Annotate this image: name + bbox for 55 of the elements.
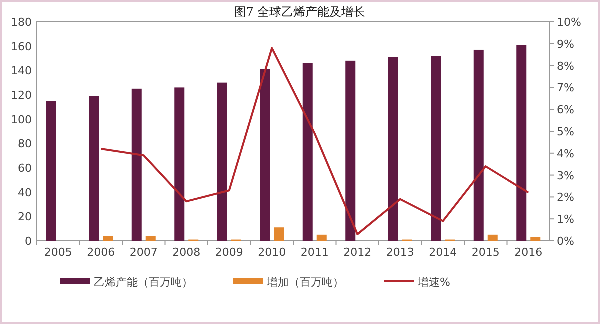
y2-tick-label: 5% — [557, 126, 574, 138]
legend-label: 增加（百万吨） — [266, 276, 344, 289]
y2-tick-label: 4% — [557, 147, 574, 160]
bar — [174, 88, 185, 241]
y2-tick-label: 9% — [557, 38, 574, 51]
y-tick-label: 180 — [11, 16, 32, 29]
bar — [274, 228, 284, 241]
x-tick-label: 2014 — [429, 246, 458, 259]
bar — [103, 236, 114, 241]
legend-label: 乙烯产能（百万吨） — [94, 276, 193, 289]
bar — [302, 63, 313, 241]
y2-tick-label: 6% — [557, 104, 574, 117]
x-tick-label: 2012 — [344, 246, 372, 259]
bar — [316, 234, 327, 241]
y-tick-label: 40 — [18, 186, 32, 200]
bar — [132, 88, 142, 241]
bar — [146, 236, 156, 241]
bar — [89, 96, 100, 241]
y-tick-label: 160 — [11, 40, 32, 54]
legend-label: 增速% — [417, 276, 450, 289]
y-tick-label: 80 — [18, 138, 32, 151]
y-tick-label: 60 — [18, 162, 32, 175]
bar — [431, 56, 442, 241]
x-tick-label: 2008 — [172, 246, 201, 259]
y2-tick-label: 7% — [557, 82, 574, 95]
y2-tick-label: 0% — [557, 235, 574, 248]
bar — [46, 101, 56, 241]
chart-title: 图7 全球乙烯产能及增长 — [234, 5, 366, 19]
bar — [530, 237, 541, 241]
y2-tick-label: 2% — [557, 191, 574, 204]
x-tick-label: 2009 — [215, 246, 244, 259]
bar — [388, 57, 398, 241]
bar — [346, 60, 356, 241]
x-tick-label: 2010 — [258, 246, 286, 259]
x-tick-label: 2013 — [386, 246, 414, 259]
y-tick-label: 120 — [11, 89, 32, 102]
bar — [474, 50, 484, 241]
y-tick-label: 140 — [11, 64, 32, 78]
y2-tick-label: 1% — [557, 213, 574, 226]
x-tick-label: 2016 — [514, 246, 543, 259]
y2-tick-label: 3% — [557, 169, 574, 182]
x-tick-label: 2015 — [472, 246, 500, 259]
bar — [516, 45, 527, 241]
bar — [217, 82, 228, 241]
y2-tick-label: 10% — [557, 16, 582, 29]
y-tick-label: 100 — [11, 113, 32, 126]
x-tick-label: 2006 — [87, 246, 116, 259]
bar — [488, 234, 498, 241]
bar — [260, 69, 270, 241]
x-tick-label: 2011 — [300, 246, 329, 259]
x-tick-label: 2007 — [130, 246, 158, 259]
y-tick-label: 0 — [25, 235, 32, 248]
y-tick-label: 20 — [18, 210, 32, 224]
y2-tick-label: 8% — [557, 60, 574, 73]
x-tick-label: 2005 — [44, 246, 72, 259]
